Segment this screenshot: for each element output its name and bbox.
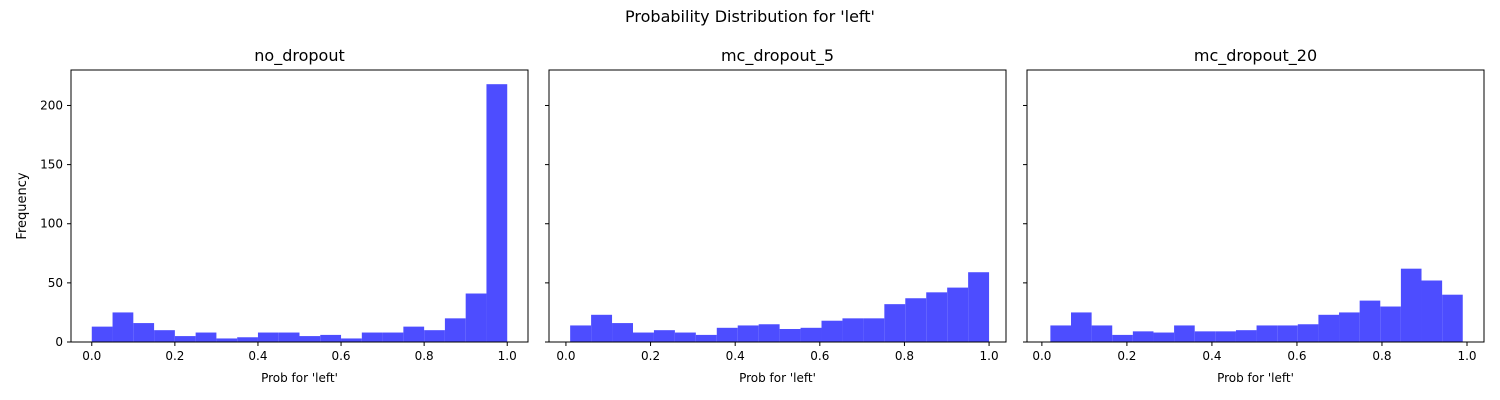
histogram-bar xyxy=(486,84,508,342)
histogram-bar xyxy=(884,304,906,342)
histogram-bar xyxy=(444,318,466,342)
histogram-bar xyxy=(737,325,759,342)
y-axis-label: Frequency xyxy=(15,172,30,239)
histogram-bar xyxy=(1235,330,1257,342)
histogram-bar xyxy=(1277,325,1298,342)
x-tick-label: 0.8 xyxy=(1372,349,1391,363)
subplot-2: 0.0 0.2 0.4 0.6 0.8 1.0 mc_dropout_5 Prob for '… xyxy=(545,46,1007,385)
histogram-bar xyxy=(926,292,948,342)
y-tick-label: 0 xyxy=(55,335,63,349)
histogram-bar xyxy=(653,330,675,342)
histogram-bar xyxy=(341,338,362,342)
histogram-bar xyxy=(591,314,613,342)
histogram-bar xyxy=(1132,331,1154,342)
x-axis-label: Prob for 'left' xyxy=(739,371,816,385)
histogram-bar xyxy=(1215,331,1236,342)
histogram-bar xyxy=(382,332,404,342)
x-tick-label: 0.0 xyxy=(82,349,101,363)
subplot-3: 0.0 0.2 0.4 0.6 0.8 1.0 mc_dropout_20 Prob for … xyxy=(1023,46,1485,385)
x-tick-label: 0.6 xyxy=(331,349,350,363)
histogram-bar xyxy=(1380,306,1401,342)
histogram-bar xyxy=(361,332,383,342)
x-tick-label: 1.0 xyxy=(498,349,517,363)
histogram-bar xyxy=(863,318,885,342)
histogram-bar xyxy=(968,272,990,342)
histogram-bar xyxy=(1421,280,1443,342)
histogram-bar xyxy=(1174,325,1195,342)
subplot-title: mc_dropout_5 xyxy=(721,46,834,66)
histogram-bar xyxy=(1070,312,1092,342)
x-tick-label: 0.8 xyxy=(415,349,434,363)
histogram-bar xyxy=(1400,268,1422,342)
histogram-bar xyxy=(1153,332,1175,342)
histogram-bar xyxy=(1194,331,1216,342)
x-tick-label: 0.2 xyxy=(165,349,184,363)
histogram-bar xyxy=(154,330,175,342)
histogram-bar xyxy=(237,337,258,342)
x-tick-label: 1.0 xyxy=(1457,349,1476,363)
y-tick-label: 100 xyxy=(40,217,63,231)
x-tick-label: 0.2 xyxy=(1117,349,1136,363)
histogram-bar xyxy=(947,287,969,342)
subplot-panels: 0.0 0.2 0.4 0.6 0.8 1.0 0 50 100 150 200 no_dropout… xyxy=(15,46,1485,385)
subplot-title: no_dropout xyxy=(254,46,344,66)
histogram-bar xyxy=(91,326,113,342)
x-tick-label: 0.4 xyxy=(248,349,267,363)
histogram-bar xyxy=(821,320,843,342)
subplot-title: mc_dropout_20 xyxy=(1194,46,1317,66)
histogram-bar xyxy=(1112,334,1133,342)
histogram-bar xyxy=(800,327,822,342)
histogram-bar xyxy=(842,318,864,342)
histogram-bar xyxy=(1091,325,1113,342)
histogram-bar xyxy=(632,332,654,342)
x-tick-label: 0.2 xyxy=(641,349,660,363)
histogram-bar xyxy=(299,336,321,342)
x-axis-label: Prob for 'left' xyxy=(1217,371,1294,385)
histogram-bar xyxy=(1359,300,1381,342)
histogram-bar xyxy=(320,334,342,342)
histogram-bar xyxy=(1050,325,1071,342)
x-tick-label: 1.0 xyxy=(980,349,999,363)
histogram-bar xyxy=(779,328,801,342)
x-tick-label: 0.0 xyxy=(1032,349,1051,363)
histogram-bar xyxy=(695,334,717,342)
histogram-bar xyxy=(674,332,696,342)
axes-frame xyxy=(70,69,529,343)
axes-frame xyxy=(548,69,1007,343)
histogram-bar xyxy=(758,324,780,342)
y-tick-label: 200 xyxy=(40,98,63,112)
x-tick-label: 0.6 xyxy=(1287,349,1306,363)
x-tick-label: 0.8 xyxy=(895,349,914,363)
figure-suptitle: Probability Distribution for 'left' xyxy=(625,7,875,26)
x-tick-label: 0.4 xyxy=(726,349,745,363)
histogram-bar xyxy=(195,332,217,342)
subplot-1: 0.0 0.2 0.4 0.6 0.8 1.0 0 50 100 150 200 no_dropout… xyxy=(15,46,529,385)
x-tick-label: 0.0 xyxy=(556,349,575,363)
histogram-bar xyxy=(278,332,300,342)
y-tick-label: 50 xyxy=(48,276,63,290)
x-tick-label: 0.6 xyxy=(810,349,829,363)
histogram-bar xyxy=(112,312,134,342)
axes-frame xyxy=(1026,69,1485,343)
histogram-bar xyxy=(1297,324,1319,342)
histogram-bar xyxy=(465,293,487,342)
histogram-bar xyxy=(905,298,927,342)
histogram-bar xyxy=(403,326,425,342)
histogram-bar xyxy=(1339,312,1360,342)
histogram-bar xyxy=(133,323,155,342)
histogram-bar xyxy=(716,327,738,342)
x-tick-label: 0.4 xyxy=(1202,349,1221,363)
histogram-bar xyxy=(257,332,279,342)
histogram-bar xyxy=(1318,314,1340,342)
histogram-bar xyxy=(1442,294,1463,342)
x-axis-label: Prob for 'left' xyxy=(261,371,338,385)
histogram-bar xyxy=(174,336,196,342)
histogram-bar xyxy=(424,330,445,342)
histogram-bar xyxy=(612,323,633,342)
histogram-bar xyxy=(1256,325,1278,342)
y-tick-label: 150 xyxy=(40,158,63,172)
histogram-bar xyxy=(570,325,592,342)
histogram-bar xyxy=(216,338,238,342)
